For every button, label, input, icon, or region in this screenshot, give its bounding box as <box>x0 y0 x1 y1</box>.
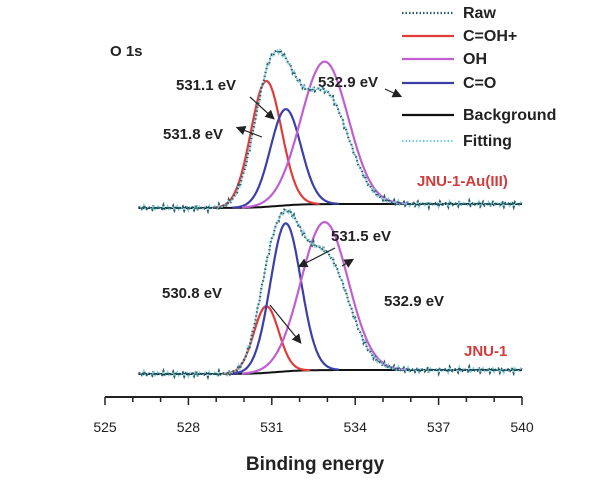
curves-layer <box>138 47 523 381</box>
annotation-bottom-2: 531.5 eV <box>331 228 391 245</box>
annotation-arrow-4 <box>297 247 336 268</box>
peak-co-1 <box>232 108 339 209</box>
sample-label-top: JNU-1-Au(III) <box>417 173 508 190</box>
panel-bottom <box>138 206 523 381</box>
legend-label-fitting: Fitting <box>463 133 512 150</box>
raw-line <box>138 47 523 215</box>
legend-label-raw: Raw <box>463 5 496 22</box>
x-tick-label: 525 <box>93 419 117 435</box>
annotation-bottom-1: 530.8 eV <box>162 285 222 302</box>
x-tick-label: 537 <box>427 419 451 435</box>
annotation-top-3: 532.9 eV <box>318 74 378 91</box>
sample-label-bottom: JNU-1 <box>464 343 507 360</box>
x-tick-label: 534 <box>344 419 368 435</box>
x-tick-label: 540 <box>510 419 534 435</box>
annotation-arrow-1 <box>235 126 263 138</box>
legend-label-background: Background <box>463 107 556 124</box>
annotation-top-1: 531.1 eV <box>176 77 236 94</box>
legend: Raw C=OH+ OH C=O Background Fitting <box>402 5 556 150</box>
annotation-top-2: 531.8 eV <box>163 126 223 143</box>
annotation-arrow-5 <box>341 258 355 268</box>
raw-line <box>138 206 523 381</box>
annotation-arrow-3 <box>269 304 302 344</box>
x-axis: 525 528 531 534 537 540 <box>93 396 534 435</box>
legend-label-c-oh-plus: C=OH+ <box>463 28 517 45</box>
x-tick-label: 528 <box>177 419 201 435</box>
chart-title: O 1s <box>110 43 143 60</box>
peak-coh-0 <box>212 79 320 209</box>
annotation-arrow-2 <box>384 88 403 98</box>
peak-coh-0 <box>222 305 310 375</box>
x-tick-label: 531 <box>260 419 284 435</box>
peak-co-1 <box>232 222 340 375</box>
legend-label-c-o: C=O <box>463 75 496 92</box>
annotation-bottom-3: 532.9 eV <box>384 293 444 310</box>
legend-label-oh: OH <box>463 51 487 68</box>
x-axis-label: Binding energy <box>246 454 385 475</box>
panel-top <box>138 47 523 215</box>
annotation-arrow-0 <box>249 96 275 120</box>
